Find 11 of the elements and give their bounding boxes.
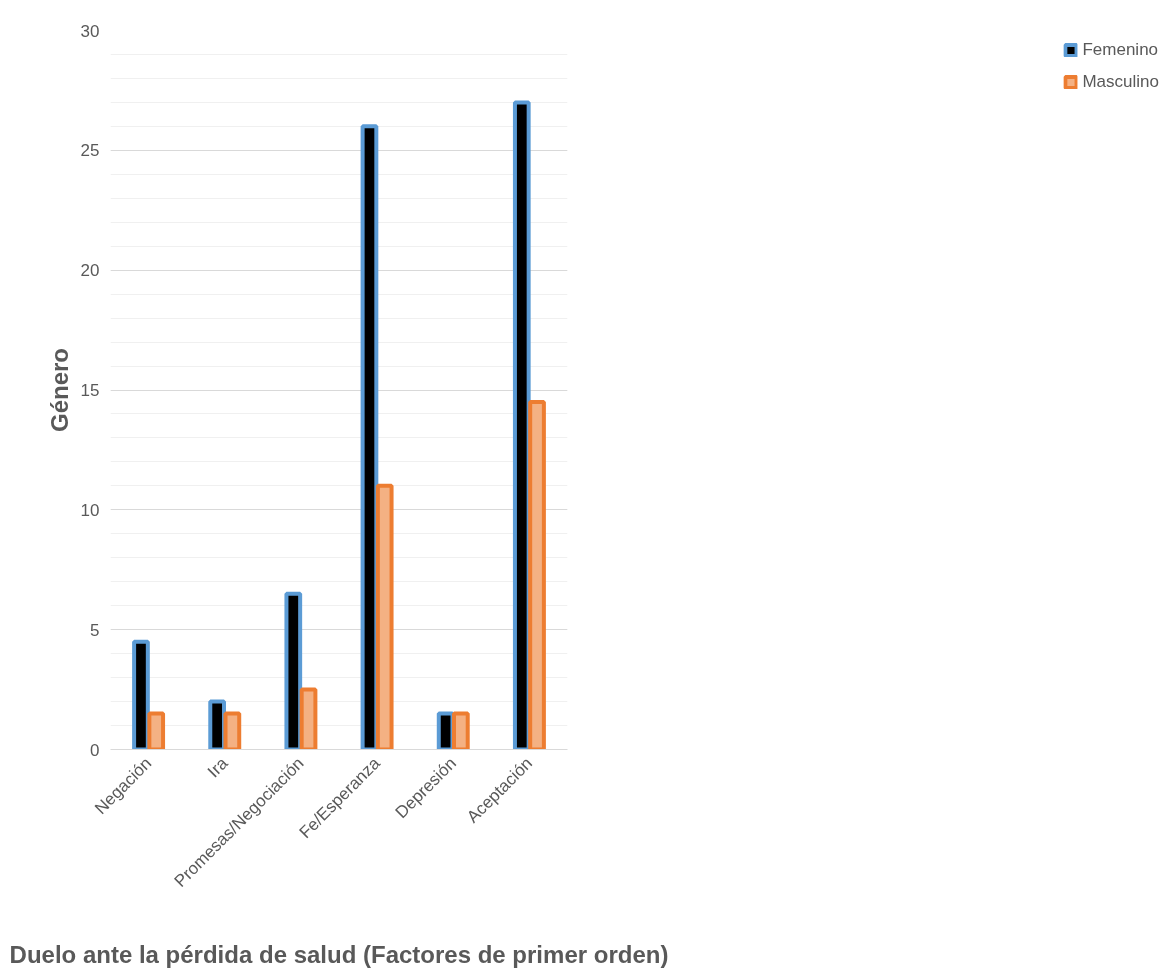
y-tick-label: 20 xyxy=(80,261,100,281)
y-tick-label: 0 xyxy=(90,740,100,760)
legend-label: Femenino xyxy=(1082,40,1159,60)
legend-label: Masculino xyxy=(1082,72,1159,92)
y-tick-label: 5 xyxy=(90,620,100,640)
y-tick-label: 15 xyxy=(80,381,100,400)
y-tick-label: 25 xyxy=(80,141,100,161)
y-tick-label: 10 xyxy=(80,500,100,520)
y-axis-title: Género xyxy=(45,347,73,433)
x-axis-title: Duelo ante la pérdida de salud (Factores de primer orden) xyxy=(9,940,669,968)
y-tick-label: 30 xyxy=(80,21,100,41)
